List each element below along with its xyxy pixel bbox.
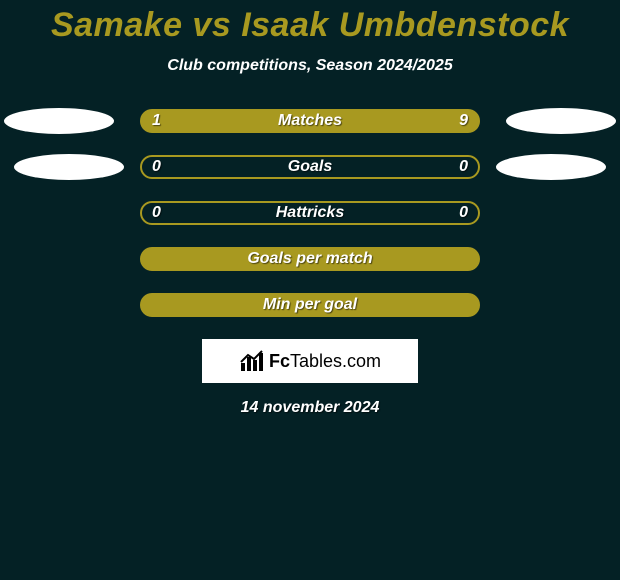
stat-row-goals-per-match: Goals per match	[0, 247, 620, 271]
stat-value-left: 0	[152, 203, 161, 223]
bar-chart-icon	[239, 349, 263, 373]
brand-text: FcTables.com	[269, 351, 381, 372]
stat-label: Min per goal	[142, 295, 478, 315]
stat-value-right: 9	[459, 111, 468, 131]
stat-bar: Min per goal	[140, 293, 480, 317]
page-title: Samake vs Isaak Umbdenstock	[0, 6, 620, 45]
date-label: 14 november 2024	[241, 399, 380, 417]
stat-row-min-per-goal: Min per goal	[0, 293, 620, 317]
brand-suffix: Tables.com	[290, 351, 381, 371]
stat-label: Goals	[142, 157, 478, 177]
player-right-marker	[496, 154, 606, 180]
stat-value-left: 0	[152, 157, 161, 177]
player-left-marker	[4, 108, 114, 134]
stat-value-left: 1	[152, 111, 161, 131]
brand-box: FcTables.com	[202, 339, 418, 383]
stat-bar: Goals per match	[140, 247, 480, 271]
stat-value-right: 0	[459, 203, 468, 223]
stat-label: Hattricks	[142, 203, 478, 223]
stat-bar: Hattricks0 0	[140, 201, 480, 225]
brand-prefix: Fc	[269, 351, 290, 371]
player-right-marker	[506, 108, 616, 134]
stat-bar: Goals0 0	[140, 155, 480, 179]
player-left-marker	[14, 154, 124, 180]
page-subtitle: Club competitions, Season 2024/2025	[0, 57, 620, 75]
stat-row-matches: Matches1 9	[0, 109, 620, 133]
stat-value-right: 0	[459, 157, 468, 177]
stat-row-hattricks: Hattricks0 0	[0, 201, 620, 225]
stat-bar: Matches1 9	[140, 109, 480, 133]
comparison-infographic: Samake vs Isaak Umbdenstock Club competi…	[0, 0, 620, 580]
stat-label: Goals per match	[142, 249, 478, 269]
stat-label: Matches	[142, 111, 478, 131]
stat-row-goals: Goals0 0	[0, 155, 620, 179]
stat-rows: Matches19Goals00Hattricks00Goals per mat…	[0, 109, 620, 317]
